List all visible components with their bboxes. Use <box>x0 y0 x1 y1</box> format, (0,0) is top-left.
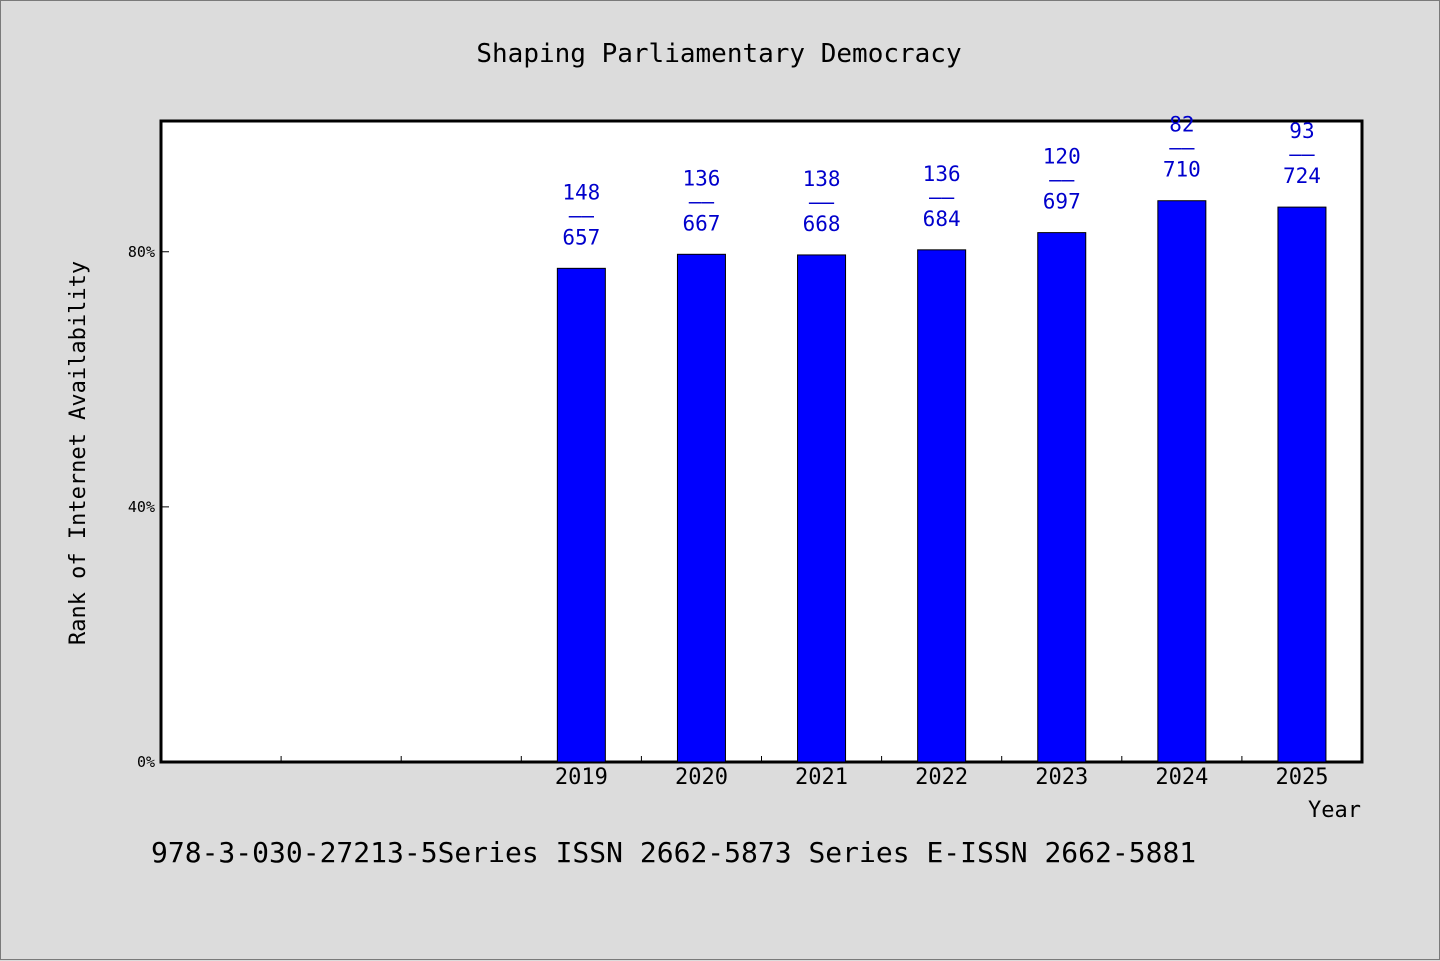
data-label-bottom: 657 <box>562 225 600 249</box>
data-label-top: 93 <box>1289 119 1314 143</box>
x-tick-label: 2021 <box>795 765 848 790</box>
data-label-bottom: 668 <box>803 212 841 236</box>
data-label-separator: —— <box>929 185 955 209</box>
data-label-separator: —— <box>569 203 595 227</box>
data-label-bottom: 697 <box>1043 190 1081 214</box>
x-tick-label: 2025 <box>1275 765 1328 790</box>
data-label-separator: —— <box>1289 142 1315 166</box>
data-label-top: 136 <box>923 162 961 186</box>
data-label-top: 148 <box>562 180 600 204</box>
data-label-separator: —— <box>1169 136 1195 160</box>
bar-2023 <box>1037 232 1087 763</box>
bar-2019 <box>556 267 606 763</box>
x-axis-title: Year <box>1308 798 1361 823</box>
x-tick-label: 2020 <box>675 765 728 790</box>
bar-series <box>556 200 1327 763</box>
bar-2022 <box>917 249 967 763</box>
bar-2020 <box>676 253 726 763</box>
data-label-bottom: 724 <box>1283 164 1321 188</box>
data-label-separator: —— <box>1049 168 1075 192</box>
y-tick-label: 0% <box>137 753 155 771</box>
data-label-bottom: 710 <box>1163 158 1201 182</box>
data-label-top: 138 <box>803 167 841 191</box>
data-label-top: 136 <box>682 166 720 190</box>
data-label-bottom: 684 <box>923 207 961 231</box>
data-label-separator: —— <box>689 189 715 213</box>
footer-isbn-text: 978-3-030-27213-5Series ISSN 2662-5873 S… <box>151 836 1196 869</box>
x-tick-label: 2024 <box>1155 765 1208 790</box>
x-tick-label: 2019 <box>555 765 608 790</box>
data-label-top: 120 <box>1043 145 1081 169</box>
data-label-bottom: 667 <box>682 211 720 235</box>
x-tick-label: 2023 <box>1035 765 1088 790</box>
bar-2025 <box>1277 206 1327 763</box>
x-tick-label: 2022 <box>915 765 968 790</box>
x-axis: 2019 2020 2021 2022 2023 2024 2025 <box>280 756 1328 790</box>
y-tick-label: 40% <box>128 498 155 516</box>
bar-2024 <box>1157 200 1207 763</box>
bar-2021 <box>797 254 847 763</box>
data-label-separator: —— <box>809 190 835 214</box>
data-labels: 148——657136——667138——668136——684120——697… <box>562 113 1321 250</box>
chart-title: Shaping Parliamentary Democracy <box>476 39 961 69</box>
data-label-top: 82 <box>1169 113 1194 137</box>
y-axis-title-group: Rank of Internet Availability <box>66 261 91 645</box>
y-tick-label: 80% <box>128 243 155 261</box>
y-axis: 0% 40% 80% <box>128 243 169 771</box>
y-axis-title: Rank of Internet Availability <box>66 261 91 645</box>
